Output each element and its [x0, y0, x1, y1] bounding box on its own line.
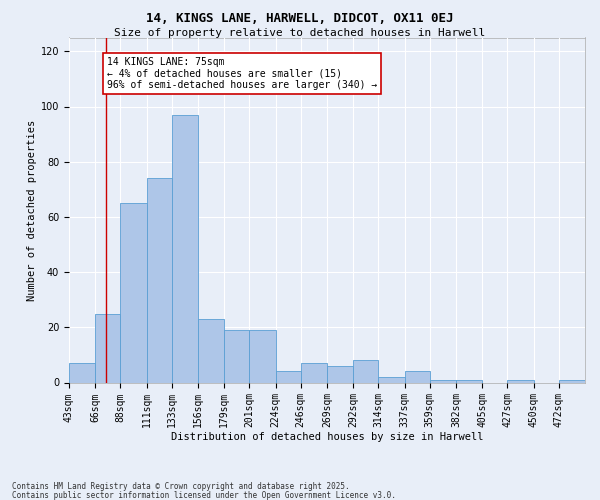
Text: 14 KINGS LANE: 75sqm
← 4% of detached houses are smaller (15)
96% of semi-detach: 14 KINGS LANE: 75sqm ← 4% of detached ho…	[107, 57, 377, 90]
Bar	[224, 330, 250, 382]
Text: 14, KINGS LANE, HARWELL, DIDCOT, OX11 0EJ: 14, KINGS LANE, HARWELL, DIDCOT, OX11 0E…	[146, 12, 454, 26]
Text: Size of property relative to detached houses in Harwell: Size of property relative to detached ho…	[115, 28, 485, 38]
Bar	[250, 330, 275, 382]
Text: Contains public sector information licensed under the Open Government Licence v3: Contains public sector information licen…	[12, 490, 396, 500]
Bar	[275, 372, 301, 382]
Bar	[198, 319, 224, 382]
Y-axis label: Number of detached properties: Number of detached properties	[26, 120, 37, 300]
Bar	[559, 380, 585, 382]
Bar	[301, 363, 327, 382]
Bar	[379, 377, 404, 382]
Bar	[456, 380, 482, 382]
Bar	[327, 366, 353, 382]
Bar	[69, 363, 95, 382]
Bar	[508, 380, 533, 382]
Bar	[121, 203, 146, 382]
Bar	[172, 115, 198, 382]
Bar	[95, 314, 121, 382]
Bar	[404, 372, 430, 382]
Bar	[146, 178, 172, 382]
Bar	[353, 360, 379, 382]
Text: Contains HM Land Registry data © Crown copyright and database right 2025.: Contains HM Land Registry data © Crown c…	[12, 482, 350, 491]
Bar	[430, 380, 456, 382]
X-axis label: Distribution of detached houses by size in Harwell: Distribution of detached houses by size …	[171, 432, 483, 442]
